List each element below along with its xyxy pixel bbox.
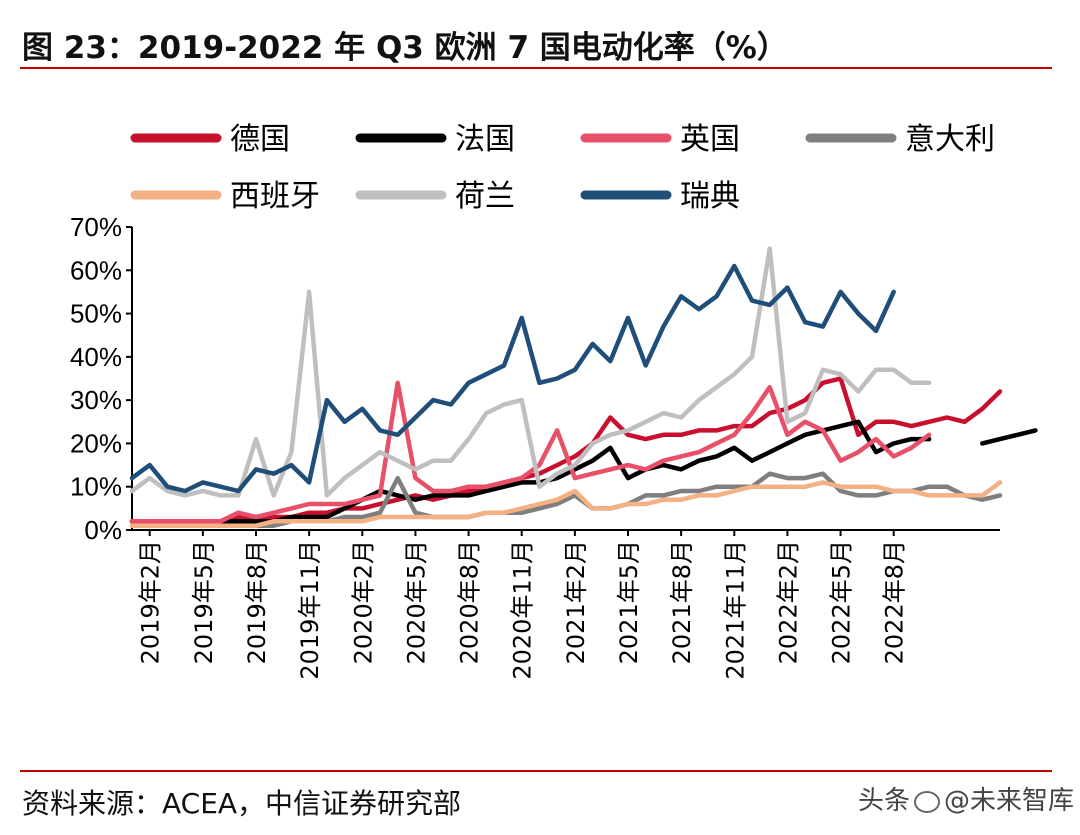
legend-label: 意大利 — [905, 122, 995, 157]
y-tick-label: 20% — [70, 428, 122, 458]
series-line-瑞典 — [129, 263, 896, 494]
legend-label: 德国 — [230, 122, 290, 157]
x-tick-label: 2021年11月 — [721, 540, 749, 680]
watermark-name: @未来智库 — [944, 786, 1075, 816]
series-lines — [129, 246, 1038, 528]
legend-label: 法国 — [455, 122, 515, 157]
x-tick-label: 2022年8月 — [881, 540, 909, 664]
y-tick-label: 70% — [70, 212, 122, 242]
y-tick-label: 0% — [84, 515, 122, 545]
legend-label: 西班牙 — [230, 179, 320, 214]
x-tick-label: 2019年5月 — [190, 540, 218, 664]
x-tick-label: 2019年11月 — [296, 540, 324, 680]
x-tick-label: 2020年8月 — [456, 540, 484, 664]
source-note: 资料来源：ACEA，中信证券研究部 — [22, 787, 462, 820]
x-tick-label: 2021年8月 — [668, 540, 696, 664]
y-tick-label: 40% — [70, 342, 122, 372]
x-tick-label: 2020年2月 — [349, 540, 377, 664]
y-tick-label: 50% — [70, 299, 122, 329]
x-tick-label: 2022年5月 — [828, 540, 856, 664]
y-tick-label: 10% — [70, 472, 122, 502]
legend-label: 英国 — [680, 122, 740, 157]
x-tick-label: 2021年2月 — [562, 540, 590, 664]
watermark-prefix: 头条 — [858, 786, 911, 816]
x-tick-label: 2019年2月 — [137, 540, 165, 664]
watermark: 头条 @未来智库 — [858, 780, 1074, 817]
y-tick-label: 30% — [70, 385, 122, 415]
legend-label: 荷兰 — [455, 179, 515, 214]
legend-label: 瑞典 — [680, 179, 740, 214]
series-line-意大利 — [129, 471, 1003, 528]
series-line-荷兰 — [129, 246, 932, 498]
bottom-rule — [20, 770, 1052, 772]
series-line-英国 — [129, 380, 932, 524]
top-rule — [20, 67, 1052, 69]
x-tick-label: 2019年8月 — [243, 540, 271, 664]
x-tick-label: 2022年2月 — [774, 540, 802, 664]
series-line-德国 — [129, 376, 1003, 524]
axes: 0% 10% 20% 30% 40% 50% 60% 70% 2019年2月 2019年5月 201… — [70, 212, 1000, 680]
series-line-西班牙 — [129, 480, 1003, 528]
chat-bubble-icon — [914, 790, 941, 813]
y-tick-label: 60% — [70, 255, 122, 285]
chart-title: 图 23：2019-2022 年 Q3 欧洲 7 国电动化率（%） — [22, 30, 788, 66]
x-tick-label: 2020年5月 — [402, 540, 430, 664]
x-tick-label: 2020年11月 — [509, 540, 537, 680]
x-tick-label: 2021年5月 — [615, 540, 643, 664]
